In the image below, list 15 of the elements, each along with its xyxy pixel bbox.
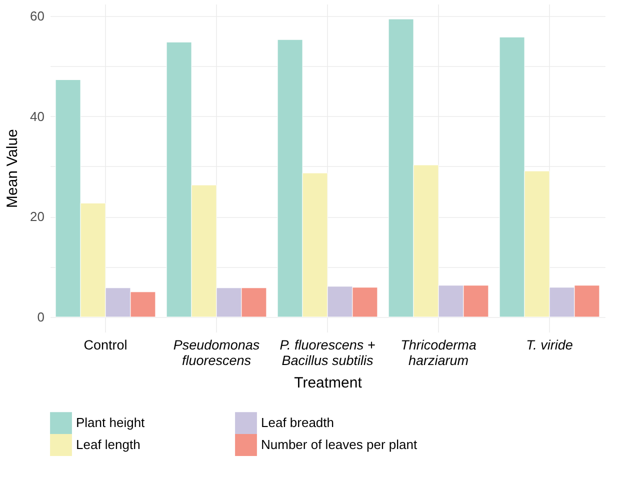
y-tick-label: 60 <box>30 8 44 24</box>
y-tick-label: 20 <box>30 209 44 224</box>
x-axis-title: Treatment <box>294 374 363 392</box>
legend-label: Plant height <box>76 415 146 430</box>
y-axis-title: Mean Value <box>4 129 22 208</box>
y-tick-label: 0 <box>37 309 44 324</box>
legend-label: Leaf breadth <box>261 415 334 430</box>
x-tick-label: Control <box>84 338 128 352</box>
legend-label: Leaf length <box>76 437 140 452</box>
x-tick-label: Pseudomonas fluorescens <box>173 338 260 368</box>
y-tick-label: 40 <box>30 108 44 124</box>
legend-label: Number of leaves per plant <box>261 437 418 452</box>
x-tick-label: T. viride <box>526 338 573 352</box>
x-tick-label: P. fluorescens + Bacillus subtilis <box>280 338 376 368</box>
x-tick-label: Thricoderma harziarum <box>400 338 477 368</box>
